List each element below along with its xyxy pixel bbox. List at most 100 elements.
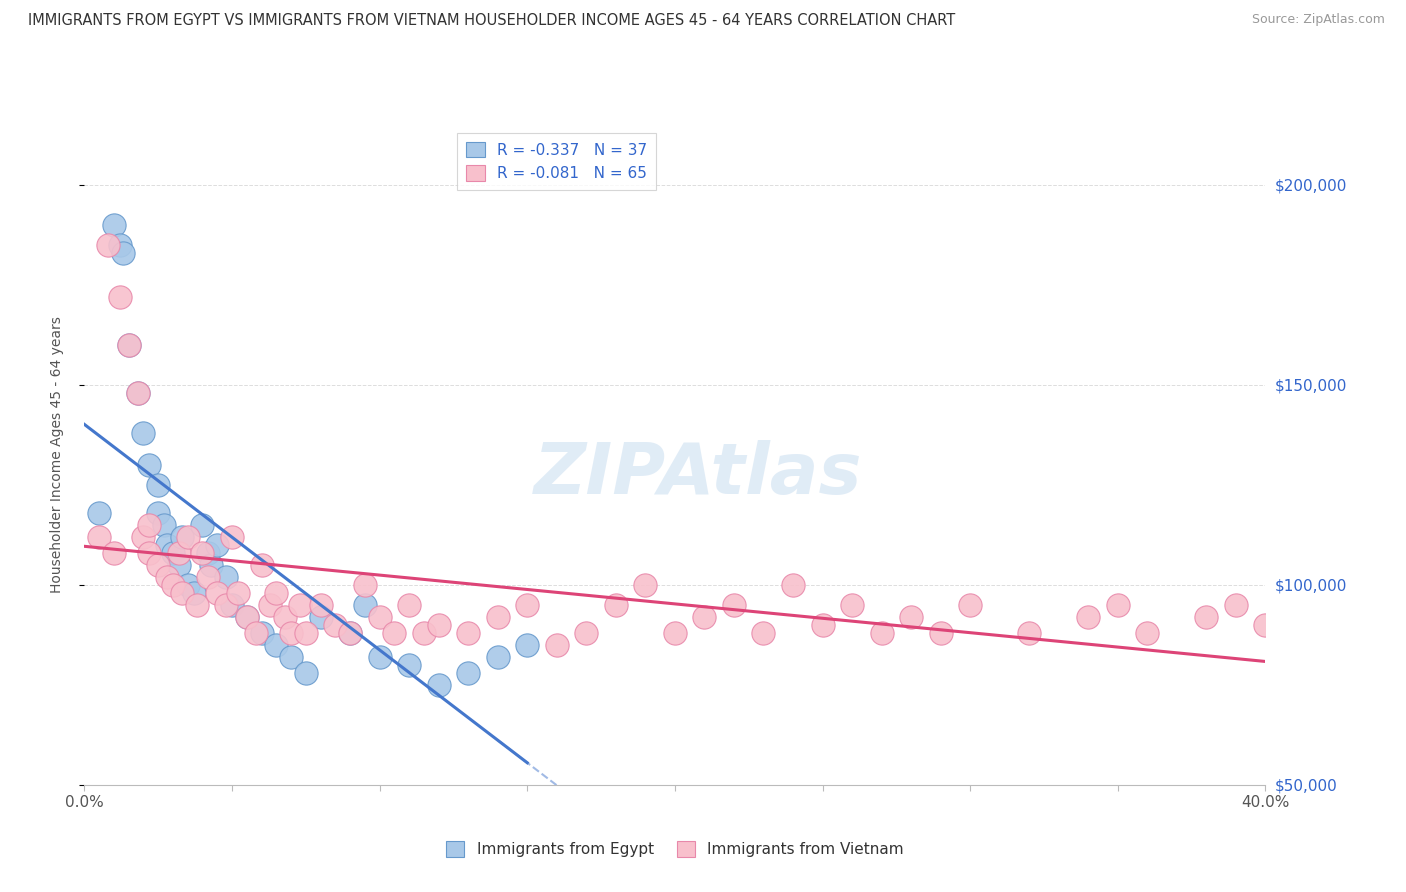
Point — [398, 598, 420, 612]
Point — [309, 598, 332, 612]
Point — [205, 538, 228, 552]
Point — [153, 517, 176, 532]
Point — [264, 586, 288, 600]
Point — [170, 586, 193, 600]
Text: Source: ZipAtlas.com: Source: ZipAtlas.com — [1251, 13, 1385, 27]
Point — [215, 598, 238, 612]
Point — [1225, 598, 1247, 612]
Point — [1195, 610, 1218, 624]
Point — [245, 626, 267, 640]
Point — [1018, 626, 1040, 640]
Point — [575, 626, 598, 640]
Point — [841, 598, 863, 612]
Point — [354, 578, 377, 592]
Point — [103, 546, 125, 560]
Point — [148, 558, 170, 572]
Point — [309, 610, 332, 624]
Point — [1136, 626, 1159, 640]
Point — [200, 558, 222, 572]
Point — [354, 598, 377, 612]
Point — [162, 546, 184, 560]
Point — [280, 649, 302, 664]
Text: IMMIGRANTS FROM EGYPT VS IMMIGRANTS FROM VIETNAM HOUSEHOLDER INCOME AGES 45 - 64: IMMIGRANTS FROM EGYPT VS IMMIGRANTS FROM… — [28, 13, 955, 29]
Point — [250, 558, 273, 572]
Point — [236, 610, 259, 624]
Point — [457, 665, 479, 680]
Point — [138, 458, 160, 472]
Point — [191, 546, 214, 560]
Point — [108, 238, 131, 252]
Point — [103, 218, 125, 232]
Point — [382, 626, 406, 640]
Point — [368, 649, 391, 664]
Point — [89, 506, 111, 520]
Point — [162, 578, 184, 592]
Point — [138, 517, 160, 532]
Point — [1254, 618, 1277, 632]
Point — [516, 638, 538, 652]
Point — [811, 618, 834, 632]
Point — [427, 678, 450, 692]
Point — [323, 618, 347, 632]
Point — [427, 618, 450, 632]
Point — [870, 626, 893, 640]
Point — [752, 626, 775, 640]
Point — [693, 610, 716, 624]
Point — [197, 546, 219, 560]
Point — [295, 665, 318, 680]
Point — [339, 626, 361, 640]
Point — [288, 598, 311, 612]
Point — [183, 586, 205, 600]
Point — [782, 578, 804, 592]
Point — [132, 530, 155, 544]
Point — [132, 425, 155, 440]
Point — [339, 626, 361, 640]
Point — [516, 598, 538, 612]
Point — [546, 638, 568, 652]
Point — [398, 657, 420, 672]
Point — [186, 598, 208, 612]
Point — [486, 610, 509, 624]
Point — [1077, 610, 1099, 624]
Point — [605, 598, 627, 612]
Point — [108, 290, 131, 304]
Point — [177, 578, 200, 592]
Point — [156, 538, 179, 552]
Point — [226, 586, 249, 600]
Point — [215, 570, 238, 584]
Point — [900, 610, 922, 624]
Legend: Immigrants from Egypt, Immigrants from Vietnam: Immigrants from Egypt, Immigrants from V… — [440, 835, 910, 863]
Point — [457, 626, 479, 640]
Point — [274, 610, 297, 624]
Point — [723, 598, 745, 612]
Text: ZIPAtlas: ZIPAtlas — [534, 441, 863, 509]
Point — [259, 598, 281, 612]
Point — [97, 238, 120, 252]
Point — [118, 338, 141, 352]
Point — [929, 626, 952, 640]
Point — [634, 578, 657, 592]
Point — [295, 626, 318, 640]
Point — [138, 546, 160, 560]
Point — [1107, 598, 1129, 612]
Point — [148, 478, 170, 492]
Point — [156, 570, 179, 584]
Point — [89, 530, 111, 544]
Point — [413, 626, 436, 640]
Point — [127, 385, 149, 400]
Point — [221, 598, 243, 612]
Point — [280, 626, 302, 640]
Point — [664, 626, 686, 640]
Point — [167, 546, 190, 560]
Point — [221, 530, 243, 544]
Point — [368, 610, 391, 624]
Point — [170, 530, 193, 544]
Y-axis label: Householder Income Ages 45 - 64 years: Householder Income Ages 45 - 64 years — [49, 317, 63, 593]
Point — [111, 246, 134, 260]
Point — [197, 570, 219, 584]
Point — [177, 530, 200, 544]
Point — [264, 638, 288, 652]
Point — [167, 558, 190, 572]
Point — [191, 517, 214, 532]
Point — [118, 338, 141, 352]
